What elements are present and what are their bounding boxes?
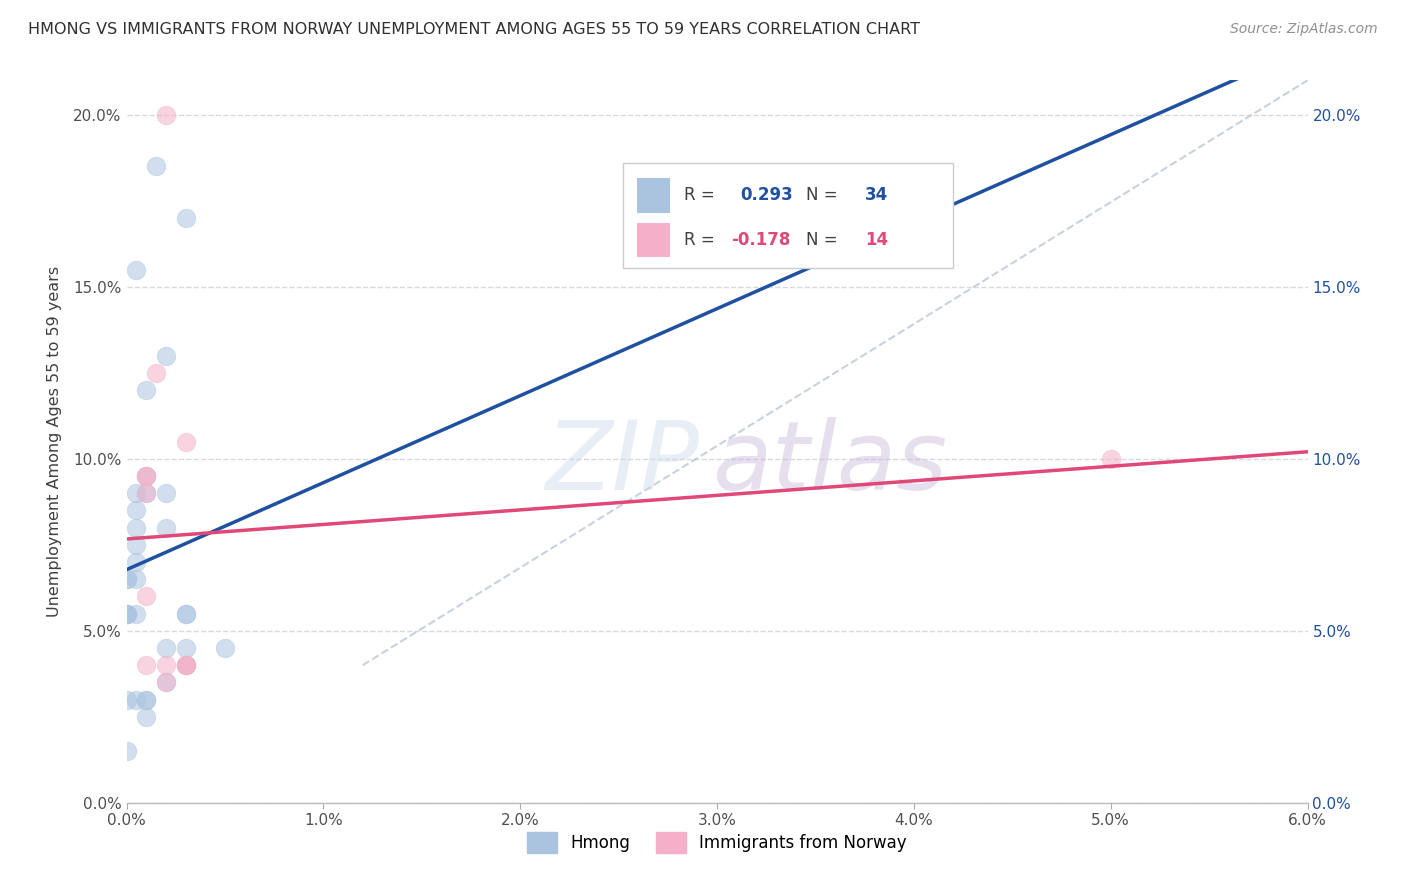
Point: [145, 159, 167, 173]
Point: [155, 675, 177, 690]
Point: [125, 486, 148, 500]
Point: [1099, 451, 1122, 466]
Text: 0.293: 0.293: [741, 186, 793, 204]
Point: [174, 434, 197, 449]
Point: [135, 383, 157, 397]
Point: [135, 486, 157, 500]
Point: [174, 658, 197, 673]
Point: [125, 520, 148, 534]
Legend: Hmong, Immigrants from Norway: Hmong, Immigrants from Norway: [520, 826, 914, 860]
Point: [125, 692, 148, 706]
Point: [174, 658, 197, 673]
Point: [135, 692, 157, 706]
Text: R =: R =: [683, 186, 720, 204]
Point: [174, 658, 197, 673]
Text: N =: N =: [806, 186, 842, 204]
Point: [155, 675, 177, 690]
Point: [125, 572, 148, 586]
Point: [174, 607, 197, 621]
Text: 34: 34: [865, 186, 889, 204]
Text: atlas: atlas: [711, 417, 946, 509]
Point: [214, 640, 236, 655]
Point: [125, 503, 148, 517]
Point: [174, 658, 197, 673]
Text: R =: R =: [683, 231, 720, 249]
Point: [155, 640, 177, 655]
Point: [125, 607, 148, 621]
Y-axis label: Unemployment Among Ages 55 to 59 years: Unemployment Among Ages 55 to 59 years: [48, 266, 62, 617]
Point: [135, 692, 157, 706]
Text: N =: N =: [806, 231, 842, 249]
Point: [155, 108, 177, 122]
Point: [155, 349, 177, 363]
Point: [125, 555, 148, 569]
Text: ZIP: ZIP: [546, 417, 700, 509]
Point: [115, 607, 138, 621]
Point: [115, 744, 138, 758]
Point: [174, 640, 197, 655]
Point: [155, 520, 177, 534]
Point: [125, 538, 148, 552]
FancyBboxPatch shape: [623, 163, 953, 268]
Text: -0.178: -0.178: [731, 231, 790, 249]
Point: [155, 486, 177, 500]
Point: [135, 469, 157, 483]
Text: 14: 14: [865, 231, 887, 249]
Point: [115, 572, 138, 586]
Point: [135, 469, 157, 483]
Point: [135, 590, 157, 604]
Point: [135, 486, 157, 500]
Text: Source: ZipAtlas.com: Source: ZipAtlas.com: [1230, 22, 1378, 37]
Point: [115, 692, 138, 706]
Point: [135, 658, 157, 673]
Point: [174, 607, 197, 621]
Text: HMONG VS IMMIGRANTS FROM NORWAY UNEMPLOYMENT AMONG AGES 55 TO 59 YEARS CORRELATI: HMONG VS IMMIGRANTS FROM NORWAY UNEMPLOY…: [28, 22, 920, 37]
Point: [115, 572, 138, 586]
Point: [135, 469, 157, 483]
Point: [145, 366, 167, 380]
Point: [115, 607, 138, 621]
Point: [155, 658, 177, 673]
Point: [135, 710, 157, 724]
Point: [125, 262, 148, 277]
FancyBboxPatch shape: [637, 223, 669, 257]
Point: [174, 211, 197, 225]
FancyBboxPatch shape: [637, 178, 669, 212]
Point: [115, 607, 138, 621]
